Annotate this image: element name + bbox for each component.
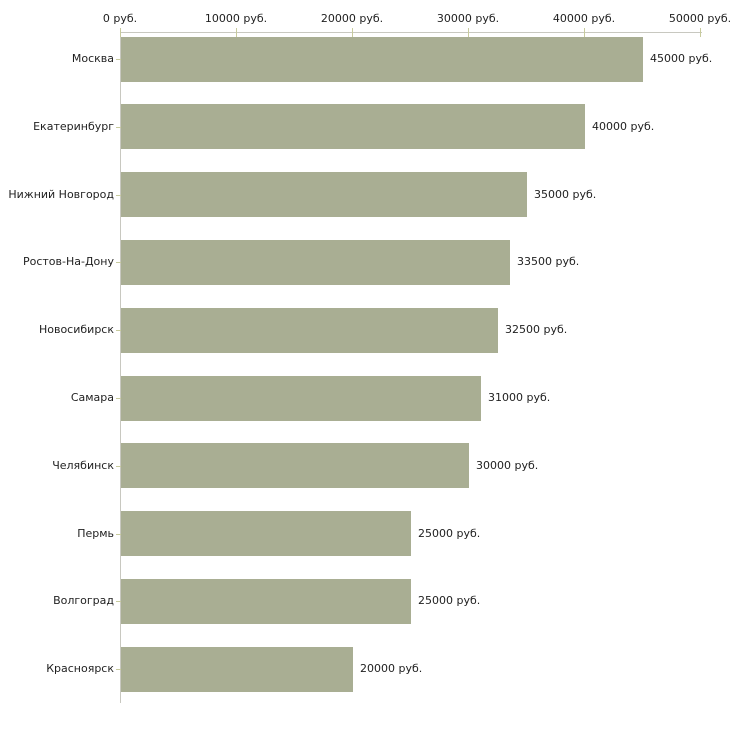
bar-Екатеринбург: [121, 104, 585, 149]
value-label: 35000 руб.: [534, 188, 597, 201]
value-label: 45000 руб.: [650, 52, 713, 65]
category-label: Красноярск: [46, 662, 114, 675]
category-label: Челябинск: [52, 459, 114, 472]
bar-Самара: [121, 376, 481, 421]
x-axis-tick-mark: [120, 28, 121, 37]
x-axis-tick-label: 50000 руб.: [668, 12, 730, 25]
x-axis-tick-label: 0 руб.: [102, 12, 138, 25]
x-axis-tick-label: 20000 руб.: [320, 12, 384, 25]
x-axis-tick-mark: [352, 28, 353, 37]
category-label: Самара: [70, 391, 114, 404]
bar-Пермь: [121, 511, 411, 556]
y-axis-tick-mark: [116, 669, 121, 670]
y-axis-tick-mark: [116, 127, 121, 128]
bar-Волгоград: [121, 579, 411, 624]
category-label: Новосибирск: [38, 323, 114, 336]
category-label: Нижний Новгород: [8, 188, 114, 201]
category-label: Ростов-На-Дону: [22, 255, 114, 268]
y-axis-tick-mark: [116, 59, 121, 60]
x-axis-tick-mark: [468, 28, 469, 37]
x-axis-line: [120, 32, 702, 33]
category-label: Пермь: [77, 527, 114, 540]
bar-Нижний Новгород: [121, 172, 527, 217]
x-axis-tick-mark: [700, 28, 701, 37]
x-axis-tick-label: 40000 руб.: [552, 12, 616, 25]
y-axis-tick-mark: [116, 195, 121, 196]
bar-Москва: [121, 37, 643, 82]
value-label: 32500 руб.: [505, 323, 568, 336]
x-axis-tick-label: 30000 руб.: [436, 12, 500, 25]
x-axis-tick-mark: [236, 28, 237, 37]
bar-Ростов-На-Дону: [121, 240, 510, 285]
category-label: Москва: [71, 52, 114, 65]
y-axis-tick-mark: [116, 466, 121, 467]
value-label: 40000 руб.: [592, 120, 655, 133]
value-label: 31000 руб.: [488, 391, 551, 404]
bar-Красноярск: [121, 647, 353, 692]
y-axis-tick-mark: [116, 601, 121, 602]
category-label: Волгоград: [53, 594, 114, 607]
value-label: 25000 руб.: [418, 527, 481, 540]
y-axis-line: [120, 32, 121, 703]
bar-Новосибирск: [121, 308, 498, 353]
value-label: 20000 руб.: [360, 662, 423, 675]
x-axis-tick-mark: [584, 28, 585, 37]
y-axis-tick-mark: [116, 398, 121, 399]
value-label: 30000 руб.: [476, 459, 539, 472]
value-label: 33500 руб.: [517, 255, 580, 268]
x-axis-tick-label: 10000 руб.: [204, 12, 268, 25]
y-axis-tick-mark: [116, 330, 121, 331]
y-axis-tick-mark: [116, 534, 121, 535]
category-label: Екатеринбург: [33, 120, 114, 133]
y-axis-tick-mark: [116, 262, 121, 263]
value-label: 25000 руб.: [418, 594, 481, 607]
bar-Челябинск: [121, 443, 469, 488]
